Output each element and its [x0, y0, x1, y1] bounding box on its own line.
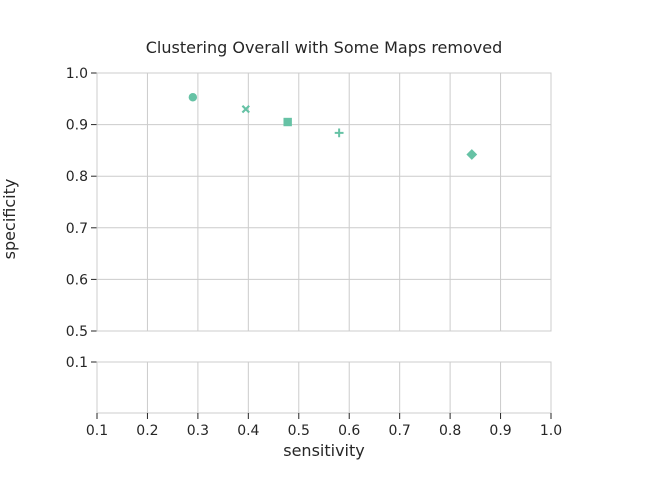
upper-y-tick-label: 1.0 [66, 66, 88, 82]
lower-panel-frame [96, 361, 552, 414]
x-tick-label: 0.8 [439, 423, 461, 439]
data-point-circle [188, 93, 198, 102]
x-tick-label: 0.9 [489, 423, 511, 439]
x-axis-label: sensitivity [283, 441, 364, 460]
x-tick-label: 1.0 [540, 423, 562, 439]
lower-panel: 0.1 [66, 355, 552, 414]
data-point-square [283, 117, 292, 127]
upper-panel: 0.5 0.6 0.7 0.8 0.9 1.0 [66, 66, 552, 340]
lower-y-tick-label: 0.1 [66, 355, 88, 371]
data-point-diamond [466, 149, 478, 160]
upper-panel-frame [96, 72, 552, 332]
upper-y-tick-label: 0.9 [66, 118, 88, 134]
x-axis: 0.1 0.2 0.3 0.4 0.5 0.6 0.7 0.8 0.9 1.0 [86, 413, 562, 439]
x-tick-label: 0.2 [136, 423, 158, 439]
chart-title: Clustering Overall with Some Maps remove… [146, 38, 502, 57]
data-points [188, 93, 478, 160]
data-point-plus [334, 128, 344, 138]
upper-y-tick-label: 0.5 [66, 324, 88, 340]
data-point-x [241, 104, 250, 114]
x-tick-label: 0.3 [187, 423, 209, 439]
upper-y-tick-label: 0.7 [66, 221, 88, 237]
y-axis-label: specificity [0, 179, 19, 260]
x-tick-label: 0.7 [389, 423, 411, 439]
x-tick-label: 0.6 [338, 423, 360, 439]
x-tick-label: 0.5 [288, 423, 310, 439]
x-tick-label: 0.4 [237, 423, 259, 439]
upper-y-tick-label: 0.6 [66, 272, 88, 288]
x-tick-label: 0.1 [86, 423, 108, 439]
upper-y-tick-label: 0.8 [66, 169, 88, 185]
